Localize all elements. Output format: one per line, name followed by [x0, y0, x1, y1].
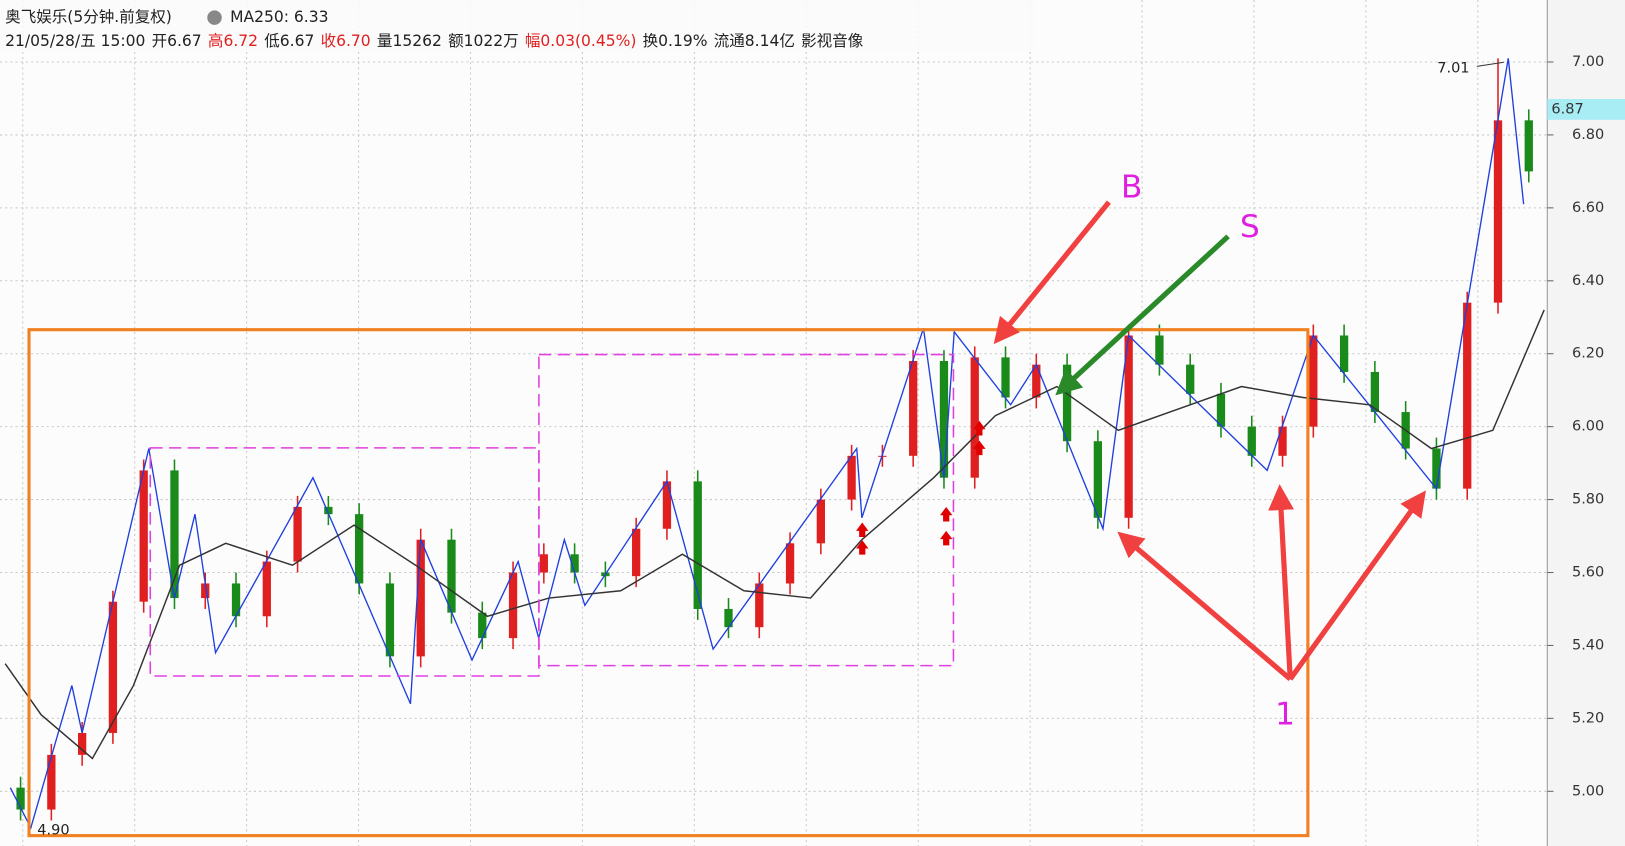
candle-body [970, 357, 979, 478]
candle-body [1062, 364, 1072, 442]
candle-body [909, 361, 918, 456]
candle-body [755, 583, 764, 628]
candle-body [324, 506, 333, 515]
quote-item: 幅0.03(0.45%) [525, 32, 637, 50]
quote-item: 收6.70 [321, 32, 371, 50]
arrow [1268, 484, 1294, 680]
candle-body [1493, 120, 1503, 303]
candle-body [231, 583, 241, 617]
signal-arrows [856, 420, 986, 555]
trading-box [27, 328, 1310, 838]
quote-item: 量15262 [377, 32, 442, 50]
icon [207, 10, 222, 25]
sell-label: S [1240, 209, 1260, 245]
y-tick-label: 5.20 [1572, 710, 1604, 726]
arrow [993, 200, 1111, 345]
candle-body [1309, 335, 1318, 427]
candle-body [939, 361, 949, 478]
candle-body [1247, 426, 1256, 456]
candle-body [785, 543, 795, 584]
y-tick-label: 7.00 [1572, 54, 1604, 70]
lines [4, 58, 1545, 830]
y-tick-label: 5.00 [1572, 783, 1604, 799]
candle-body [293, 506, 302, 562]
header-background [0, 0, 1037, 52]
last-price-label: 6.87 [1551, 101, 1583, 117]
quote-item: 低6.67 [264, 32, 314, 50]
candle-body [108, 601, 118, 733]
candle-body [1032, 364, 1041, 398]
candle-body [816, 499, 825, 544]
series-line [4, 309, 1545, 760]
y-tick-label: 6.60 [1572, 200, 1604, 216]
candle-body [355, 514, 364, 584]
ma-label: MA250: 6.33 [230, 8, 328, 26]
candle-body [693, 481, 702, 609]
y-tick-label: 6.80 [1572, 127, 1604, 143]
candle-body [478, 612, 487, 639]
candle-body [508, 572, 518, 639]
quote-item: 21/05/28/五 15:00 [5, 32, 145, 50]
y-tick-label: 5.40 [1572, 637, 1604, 653]
quote-item: 换0.19% [643, 32, 708, 50]
quote-item: 影视音像 [801, 32, 864, 50]
candle-body [1216, 393, 1226, 427]
candle-body [1339, 335, 1349, 372]
candle-body [539, 554, 548, 573]
candle-body [847, 455, 856, 500]
candle-body [201, 583, 210, 599]
candle-body [170, 470, 179, 599]
candle-body [1155, 335, 1164, 365]
range-box [538, 353, 955, 667]
arrow [1055, 234, 1230, 396]
low-label: 4.90 [37, 822, 69, 838]
candle-body [1432, 448, 1441, 489]
candle-body [1463, 302, 1472, 489]
candle-body [262, 561, 271, 617]
candle-body [139, 470, 148, 602]
quote-item: 额1022万 [448, 32, 519, 50]
candle-body [1186, 364, 1195, 394]
candle-body [447, 539, 456, 613]
plot-background [0, 0, 1547, 846]
candle-body [416, 539, 425, 657]
quote-item: 高6.72 [208, 32, 258, 50]
candle-body [632, 528, 641, 577]
arrow [1288, 490, 1426, 681]
header-title: 奥飞娱乐(5分钟.前复权) [5, 8, 172, 26]
y-tick-label: 5.80 [1572, 492, 1604, 508]
range-box [149, 447, 540, 677]
quote-item: 流通8.14亿 [714, 32, 795, 50]
candle-body [47, 754, 56, 810]
annotation-arrows [856, 61, 1504, 682]
candle-body [77, 732, 87, 755]
candle-body [385, 583, 395, 657]
note-label: 1 [1275, 696, 1295, 732]
last-price-tag [1547, 99, 1625, 120]
y-tick-label: 6.00 [1572, 419, 1604, 435]
high-pointer [1476, 61, 1504, 67]
candle-body [1278, 426, 1287, 456]
arrow [1117, 531, 1292, 682]
buy-label: B [1121, 170, 1142, 206]
candle-body [724, 608, 733, 628]
y-tick-label: 6.40 [1572, 273, 1604, 289]
candle-body [1370, 371, 1380, 413]
high-label: 7.01 [1437, 60, 1469, 76]
candle-body [1093, 441, 1103, 518]
quote-item: 开6.67 [152, 32, 202, 50]
candle-body [570, 554, 579, 573]
series-line [9, 58, 1525, 830]
boxes [27, 328, 1310, 838]
candle-body [1001, 357, 1010, 398]
candle-body [662, 481, 672, 529]
y-tick-label: 6.20 [1572, 346, 1604, 362]
axis-panel [1547, 0, 1625, 846]
candle-body [16, 787, 25, 810]
y-tick-label: 5.60 [1572, 565, 1604, 581]
quote-line: 21/05/28/五 15:00 开6.67 高6.72 低6.67 收6.70 量152… [5, 32, 864, 50]
candle-body [1524, 120, 1533, 172]
